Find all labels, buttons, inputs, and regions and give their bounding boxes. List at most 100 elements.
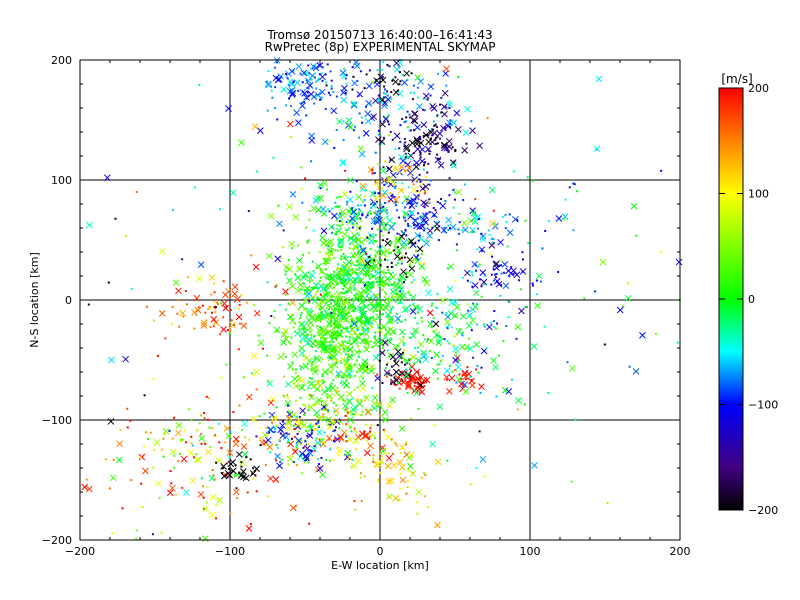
dot-marker bbox=[225, 305, 228, 308]
dot-marker bbox=[498, 354, 501, 357]
dot-marker bbox=[336, 302, 339, 305]
dot-marker bbox=[335, 129, 338, 132]
dot-marker bbox=[190, 442, 193, 445]
dot-marker bbox=[361, 121, 364, 124]
dot-marker bbox=[180, 438, 183, 441]
cross-marker bbox=[448, 374, 456, 382]
dot-marker bbox=[320, 98, 323, 101]
dot-marker bbox=[324, 73, 327, 76]
cross-marker bbox=[416, 223, 424, 231]
dot-marker bbox=[377, 129, 380, 132]
cross-marker bbox=[464, 105, 471, 113]
cross-marker bbox=[359, 185, 367, 193]
dot-marker bbox=[275, 418, 278, 421]
dot-marker bbox=[348, 242, 351, 245]
cross-marker bbox=[364, 408, 372, 416]
cross-marker bbox=[454, 126, 462, 133]
cross-marker bbox=[345, 397, 353, 405]
dot-marker bbox=[417, 96, 420, 99]
cross-marker bbox=[444, 313, 452, 321]
dot-marker bbox=[348, 374, 351, 377]
dot-marker bbox=[299, 368, 302, 371]
dot-marker bbox=[218, 441, 221, 444]
dot-marker bbox=[320, 342, 323, 345]
dot-marker bbox=[349, 247, 352, 250]
dot-marker bbox=[182, 315, 185, 318]
dot-marker bbox=[351, 255, 354, 258]
dot-marker bbox=[424, 473, 427, 476]
cross-marker bbox=[493, 277, 501, 285]
cross-marker bbox=[339, 211, 347, 219]
cross-marker bbox=[325, 345, 333, 353]
dot-marker bbox=[505, 324, 508, 327]
dot-marker bbox=[353, 500, 356, 503]
dot-marker bbox=[390, 374, 393, 377]
dot-marker bbox=[403, 137, 406, 140]
dot-marker bbox=[324, 257, 327, 260]
dot-marker bbox=[386, 362, 389, 365]
dot-marker bbox=[349, 305, 352, 308]
dot-marker bbox=[531, 282, 534, 285]
dot-marker bbox=[251, 472, 254, 475]
cross-marker bbox=[384, 462, 392, 470]
dot-marker bbox=[279, 460, 282, 463]
cross-marker bbox=[362, 432, 370, 440]
dot-marker bbox=[391, 298, 394, 301]
cross-marker bbox=[325, 253, 333, 260]
cross-marker bbox=[193, 294, 201, 302]
dot-marker bbox=[308, 72, 311, 75]
cross-marker bbox=[352, 277, 359, 284]
cross-marker bbox=[250, 352, 258, 360]
dot-marker bbox=[328, 299, 331, 302]
dot-marker bbox=[313, 286, 316, 289]
dot-marker bbox=[329, 280, 332, 283]
dot-marker bbox=[314, 350, 317, 353]
dot-marker bbox=[421, 320, 424, 323]
dot-marker bbox=[334, 376, 337, 379]
dot-marker bbox=[346, 329, 349, 332]
dot-marker bbox=[335, 361, 338, 364]
dot-marker bbox=[218, 422, 221, 425]
dot-marker bbox=[440, 111, 443, 114]
dot-marker bbox=[376, 424, 379, 427]
dot-marker bbox=[267, 70, 270, 73]
dot-marker bbox=[383, 85, 386, 88]
cross-marker bbox=[434, 458, 442, 466]
dot-marker bbox=[321, 415, 324, 418]
cross-marker bbox=[432, 367, 439, 375]
dot-marker bbox=[285, 293, 288, 296]
dot-marker bbox=[409, 116, 412, 119]
dot-marker bbox=[264, 463, 267, 466]
dot-marker bbox=[319, 306, 322, 309]
cross-marker bbox=[423, 279, 431, 287]
dot-marker bbox=[362, 339, 365, 342]
dot-marker bbox=[306, 240, 309, 243]
cross-marker bbox=[393, 59, 400, 67]
dot-marker bbox=[496, 322, 499, 325]
dot-marker bbox=[474, 198, 477, 201]
cross-marker bbox=[440, 103, 448, 111]
dot-marker bbox=[359, 333, 362, 336]
dot-marker bbox=[326, 262, 329, 265]
dot-marker bbox=[238, 304, 241, 307]
dot-marker bbox=[351, 310, 354, 313]
dot-marker bbox=[377, 100, 380, 103]
dot-marker bbox=[352, 284, 355, 287]
cross-marker bbox=[569, 365, 576, 372]
cross-marker bbox=[403, 145, 410, 153]
dot-marker bbox=[415, 179, 418, 182]
dot-marker bbox=[387, 113, 390, 116]
dot-marker bbox=[342, 399, 345, 402]
cross-marker bbox=[408, 265, 416, 272]
dot-marker bbox=[292, 424, 295, 427]
dot-marker bbox=[268, 431, 271, 434]
dot-marker bbox=[359, 295, 362, 298]
cross-marker bbox=[385, 478, 393, 485]
dot-marker bbox=[390, 283, 393, 286]
cross-marker bbox=[238, 459, 246, 467]
dot-marker bbox=[454, 354, 457, 357]
cross-marker bbox=[474, 213, 482, 220]
cross-marker bbox=[421, 276, 429, 283]
dot-marker bbox=[430, 339, 433, 342]
dot-marker bbox=[249, 458, 252, 461]
